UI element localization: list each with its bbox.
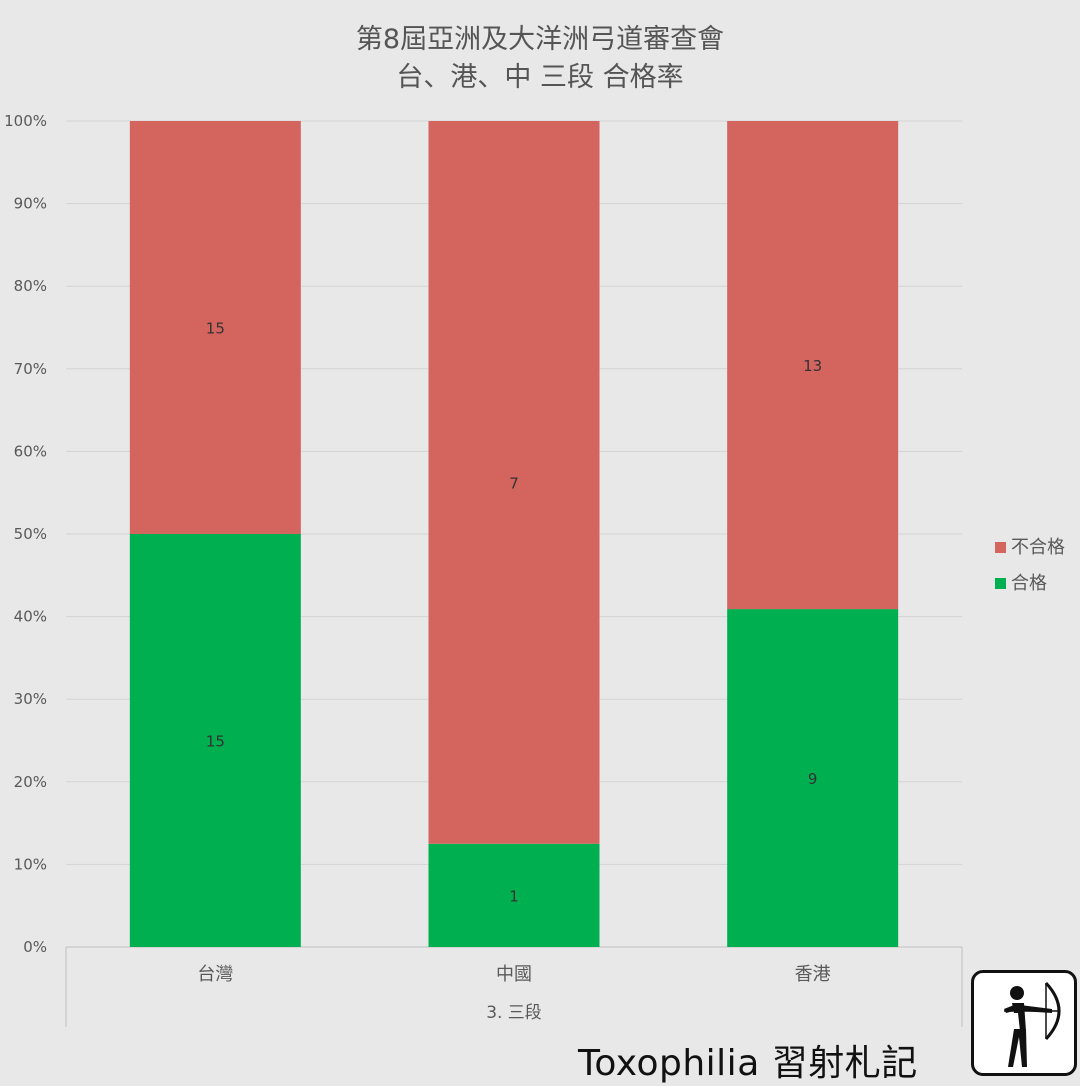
legend-label: 不合格: [1011, 537, 1065, 558]
y-tick-label: 30%: [14, 690, 47, 708]
bar-segment-pass: [428, 843, 600, 947]
x-category-label: 台灣: [197, 964, 233, 985]
bar-segment-fail: [428, 121, 600, 844]
bar-segment-fail: [129, 121, 301, 534]
legend-label: 合格: [1011, 573, 1047, 594]
data-label-pass: 1: [509, 887, 519, 905]
y-tick-label: 10%: [14, 855, 47, 873]
archer-icon: [1004, 981, 1061, 1067]
brand-text: Toxophilia 習射札記: [578, 1043, 918, 1084]
chart-title-line: 台、港、中 三段 合格率: [396, 62, 683, 93]
data-label-pass: 9: [808, 770, 818, 788]
archer-logo: [971, 970, 1077, 1076]
legend-swatch: [995, 578, 1006, 589]
legend-swatch: [995, 542, 1006, 553]
y-tick-label: 0%: [23, 938, 47, 956]
bar-segment-pass: [129, 534, 301, 947]
bar-segment-pass: [727, 609, 899, 947]
x-category-label: 中國: [496, 964, 532, 985]
x-group-label: 3. 三段: [486, 1003, 542, 1023]
y-tick-label: 60%: [14, 442, 47, 460]
y-tick-label: 50%: [14, 525, 47, 543]
data-label-pass: 15: [206, 733, 225, 751]
x-category-label: 香港: [795, 964, 831, 985]
y-tick-label: 40%: [14, 608, 47, 626]
data-label-fail: 7: [509, 474, 519, 492]
y-tick-label: 70%: [14, 360, 47, 378]
y-tick-label: 20%: [14, 773, 47, 791]
data-label-fail: 15: [206, 320, 225, 338]
y-tick-label: 100%: [4, 112, 47, 130]
y-tick-label: 90%: [14, 195, 47, 213]
y-tick-label: 80%: [14, 277, 47, 295]
data-label-fail: 13: [803, 357, 822, 375]
bar-segment-fail: [727, 121, 899, 610]
chart-title-line: 第8屆亞洲及大洋洲弓道審查會: [356, 24, 724, 55]
